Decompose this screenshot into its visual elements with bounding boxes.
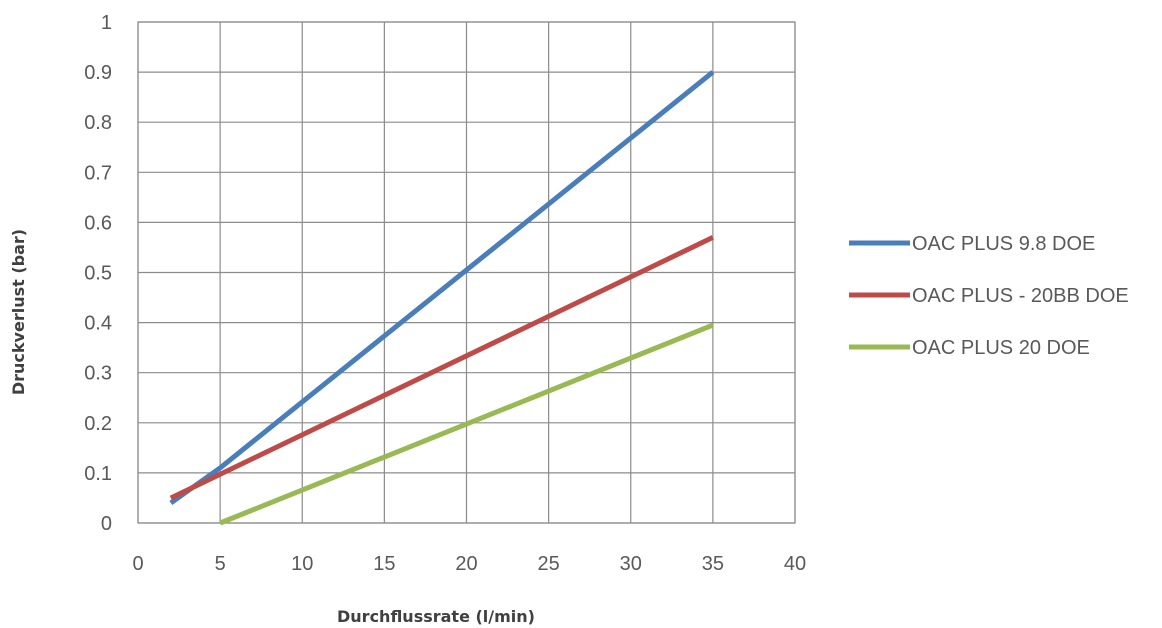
x-axis-title: Durchflussrate (l/min) bbox=[337, 607, 535, 626]
y-tick-label: 0.3 bbox=[84, 363, 112, 385]
x-tick-label: 40 bbox=[784, 553, 806, 575]
x-tick-label: 0 bbox=[132, 553, 143, 575]
y-tick-label: 0.6 bbox=[84, 212, 112, 234]
y-axis-title: Druckverlust (bar) bbox=[9, 229, 28, 395]
legend: OAC PLUS 9.8 DOE OAC PLUS - 20BB DOE OAC P… bbox=[849, 233, 1129, 359]
y-tick-label: 0.2 bbox=[84, 413, 112, 435]
y-tick-label: 0 bbox=[101, 513, 112, 535]
x-tick-label: 20 bbox=[455, 553, 477, 575]
x-tick-label: 25 bbox=[538, 553, 560, 575]
y-tick-label: 0.1 bbox=[84, 463, 112, 485]
x-tick-label: 35 bbox=[702, 553, 724, 575]
legend-label-3: OAC PLUS 20 DOE bbox=[912, 337, 1090, 359]
grid bbox=[137, 21, 796, 524]
y-tick-label: 0.9 bbox=[84, 62, 112, 84]
series-line-2 bbox=[169, 235, 714, 501]
y-tick-labels: 0 0.1 0.2 0.3 0.4 0.5 0.6 0.7 0.8 0.9 1 bbox=[84, 12, 112, 535]
x-tick-label: 15 bbox=[373, 553, 395, 575]
series-line-3 bbox=[219, 322, 714, 526]
series-lines bbox=[169, 70, 715, 526]
y-tick-label: 0.7 bbox=[84, 162, 112, 184]
series-line-1 bbox=[169, 70, 715, 505]
plot-frame bbox=[137, 21, 796, 524]
x-tick-label: 5 bbox=[215, 553, 226, 575]
y-tick-label: 0.4 bbox=[84, 313, 112, 335]
y-tick-label: 0.5 bbox=[84, 263, 112, 285]
legend-label-1: OAC PLUS 9.8 DOE bbox=[912, 233, 1095, 255]
y-tick-label: 0.8 bbox=[84, 112, 112, 134]
x-tick-labels: 0 5 10 15 20 25 30 35 40 bbox=[132, 553, 806, 575]
x-tick-label: 10 bbox=[291, 553, 313, 575]
y-tick-label: 1 bbox=[101, 12, 112, 34]
legend-label-2: OAC PLUS - 20BB DOE bbox=[912, 285, 1129, 307]
x-tick-label: 30 bbox=[620, 553, 642, 575]
